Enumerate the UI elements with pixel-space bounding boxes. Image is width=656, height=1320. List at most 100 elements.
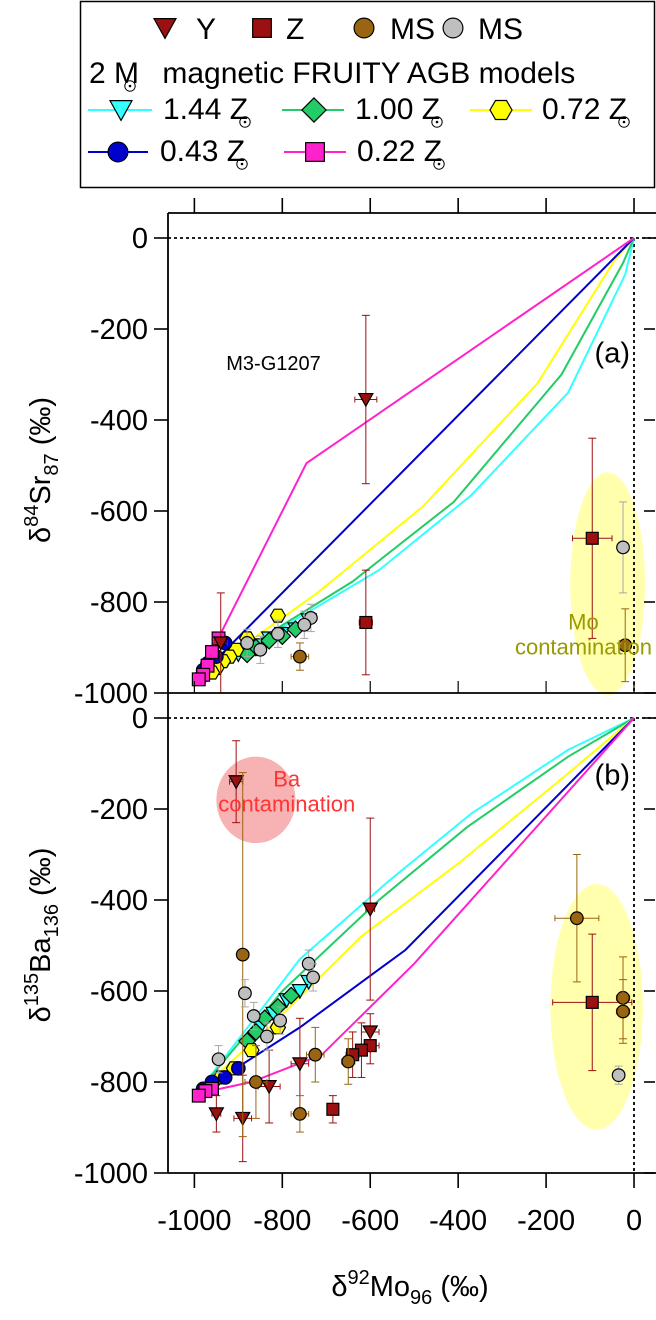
legend-item: Y	[152, 13, 216, 46]
grain-point	[616, 501, 630, 594]
solar-symbol	[239, 116, 251, 128]
grain-marker	[271, 626, 285, 641]
solar-symbol	[236, 158, 248, 170]
model-line	[198, 237, 635, 678]
y-tick-label: -400	[90, 405, 148, 437]
grain-point	[297, 610, 312, 639]
legend-model-hexagon-marker	[489, 99, 513, 121]
grain-marker	[585, 995, 599, 1009]
grain-marker	[616, 1004, 630, 1019]
grain-marker	[618, 638, 633, 653]
grain-point	[571, 437, 613, 639]
grain-point	[290, 1017, 310, 1110]
y-tick-label: -400	[90, 885, 148, 917]
grain-marker	[341, 1054, 356, 1069]
grain-marker	[308, 1047, 323, 1062]
grain-marker	[357, 392, 374, 408]
grain-marker	[292, 649, 307, 664]
annotation: Mo	[568, 609, 599, 634]
grain-point	[618, 608, 633, 683]
model-point-marker	[191, 672, 206, 687]
model-point-marker	[191, 1088, 206, 1103]
legend-circle-marker	[442, 17, 464, 39]
grain-marker	[240, 636, 255, 650]
model-point-marker	[269, 608, 287, 623]
y-axis-title-a: δ84Sr87 (‰)	[21, 397, 63, 543]
grain-marker	[359, 615, 373, 630]
model-line	[198, 237, 635, 678]
grain-marker	[273, 1013, 288, 1028]
legend-model-circle-marker	[107, 141, 129, 163]
panel-label: (b)	[595, 760, 630, 792]
y-tick-label: -200	[90, 794, 148, 826]
x-axis-title: δ92Mo96 (‰)	[331, 1267, 488, 1309]
grain-marker	[297, 617, 312, 632]
solar-symbol	[618, 116, 630, 128]
annotation: contamination	[218, 791, 355, 816]
legend-triangle-down-marker	[152, 18, 178, 40]
solar-symbol	[124, 80, 136, 92]
x-tick-label: -200	[517, 1205, 575, 1237]
annotation: Ba	[273, 766, 301, 791]
grain-point	[615, 979, 631, 1044]
legend-model-label: 1.44 Z	[163, 93, 248, 126]
legend-model-square-marker	[305, 142, 325, 162]
grain-marker	[306, 970, 320, 985]
legend-model-item: 0.72 Z	[470, 93, 630, 128]
legend-model-triangle-down-marker	[108, 100, 134, 122]
grain-marker	[246, 1009, 261, 1023]
grain-marker	[261, 1079, 278, 1095]
y-tick-label: -600	[90, 496, 148, 528]
model-point-marker	[217, 1070, 233, 1085]
grain-point	[290, 642, 310, 671]
grain-marker	[228, 775, 245, 790]
grain-point	[260, 1022, 274, 1051]
legend-model-diamond-marker	[301, 97, 327, 123]
grain-point	[354, 314, 378, 485]
y-tick-label: 0	[132, 223, 148, 255]
grain-point	[290, 1095, 310, 1133]
grain-marker	[569, 911, 584, 926]
model-line	[198, 237, 635, 678]
legend-circle-marker	[353, 17, 375, 39]
legend-label: Y	[196, 13, 216, 46]
grain-marker	[253, 642, 268, 657]
grain-marker	[585, 531, 599, 545]
legend-model-item: 1.44 Z	[88, 93, 251, 128]
grain-marker	[238, 986, 252, 1001]
model-line	[198, 717, 635, 1092]
solar-symbol	[433, 158, 445, 170]
y-tick-label: -600	[90, 976, 148, 1008]
legend-models-title: 2 M magnetic FRUITY AGB models	[89, 57, 575, 90]
grain-point	[212, 592, 229, 694]
grain-point	[326, 1095, 340, 1124]
model-line	[197, 237, 635, 678]
x-tick-label: -1000	[157, 1205, 231, 1237]
grain-point	[345, 1031, 360, 1078]
panel-label: (a)	[595, 338, 630, 370]
grain-point	[246, 1001, 261, 1031]
grain-point	[554, 854, 600, 983]
grain-point	[208, 1095, 225, 1133]
grain-point	[362, 817, 379, 1001]
grain-point	[211, 1045, 226, 1074]
grain-point	[257, 1049, 281, 1124]
y-tick-label: -1000	[74, 1158, 148, 1190]
y-tick-label: -200	[90, 314, 148, 346]
x-tick-label: -600	[341, 1205, 399, 1237]
legend-model-item: 0.43 Z	[88, 135, 248, 170]
grain-point	[306, 963, 320, 992]
y-tick-label: -800	[90, 1067, 148, 1099]
grain-marker	[260, 1029, 274, 1044]
model-point-marker	[282, 986, 301, 1005]
y-tick-label: -1000	[74, 678, 148, 710]
model-line	[198, 237, 635, 678]
model-point-marker	[291, 984, 309, 1000]
x-tick-label: -400	[429, 1205, 487, 1237]
grain-point	[341, 1038, 356, 1085]
grain-marker	[611, 1068, 626, 1083]
legend-label: MS	[478, 13, 523, 46]
y-tick-label: 0	[132, 703, 148, 735]
x-tick-label: -800	[253, 1205, 311, 1237]
